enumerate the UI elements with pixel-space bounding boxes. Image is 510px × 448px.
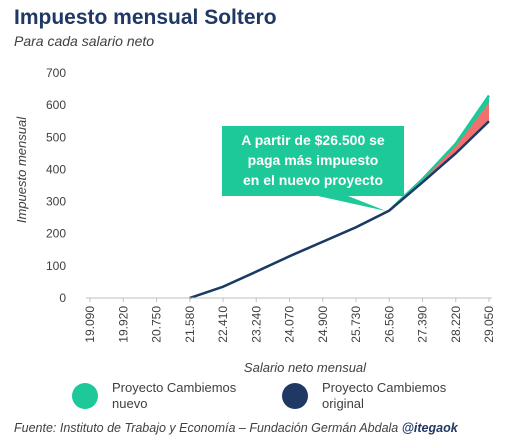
x-tick-label: 24.070 (283, 306, 297, 343)
legend-label-original-line1: Proyecto Cambiemos (322, 380, 447, 395)
callout-line-3: en el nuevo proyecto (243, 172, 383, 188)
callout-line-1: A partir de $26.500 se (241, 132, 385, 148)
y-tick-label: 100 (46, 259, 66, 273)
series-original-line (189, 120, 490, 300)
x-tick-label: 27.390 (416, 306, 430, 343)
x-tick-label: 19.920 (116, 306, 130, 343)
x-tick-label: 20.750 (150, 306, 164, 343)
x-tick-label: 26.560 (382, 306, 396, 343)
chart-subtitle: Para cada salario neto (14, 33, 155, 49)
y-axis-label: Impuesto mensual (14, 116, 29, 223)
legend-label-nuevo-line1: Proyecto Cambiemos (112, 380, 237, 395)
x-tick-label: 28.220 (449, 306, 463, 343)
callout: A partir de $26.500 se paga más impuesto… (222, 126, 404, 211)
x-tick-label: 25.730 (349, 306, 363, 343)
y-tick-label: 300 (46, 195, 66, 209)
source-handle: @itegaok (401, 421, 458, 435)
y-tick-label: 600 (46, 98, 66, 112)
x-tick-label: 24.900 (316, 306, 330, 343)
y-tick-label: 400 (46, 162, 66, 176)
series-nuevo-area (90, 95, 489, 298)
y-tick-label: 200 (46, 227, 66, 241)
x-tick-label: 22.410 (216, 306, 230, 343)
y-tick-label: 700 (46, 66, 66, 80)
legend-swatch-original (282, 383, 308, 409)
x-axis-label: Salario neto mensual (244, 360, 367, 375)
legend-label-nuevo: Proyecto Cambiemos nuevo (112, 380, 236, 412)
y-tick-label: 0 (59, 291, 66, 305)
x-tick-label: 29.050 (482, 306, 496, 343)
legend-label-nuevo-line2: nuevo (112, 396, 148, 411)
legend-label-original-line2: original (322, 396, 364, 411)
source-text: Fuente: Instituto de Trabajo y Economía … (14, 421, 399, 435)
y-tick-label: 500 (46, 130, 66, 144)
callout-line-2: paga más impuesto (248, 152, 379, 168)
chart-title: Impuesto mensual Soltero (14, 6, 277, 29)
legend-label-original: Proyecto Cambiemos original (322, 380, 446, 412)
x-tick-label: 19.090 (83, 306, 97, 343)
source-note: Fuente: Instituto de Trabajo y Economía … (14, 421, 458, 435)
x-tick-label: 23.240 (249, 306, 263, 343)
legend-swatch-nuevo (72, 383, 98, 409)
x-tick-label: 21.580 (183, 306, 197, 343)
callout-box (222, 126, 404, 211)
